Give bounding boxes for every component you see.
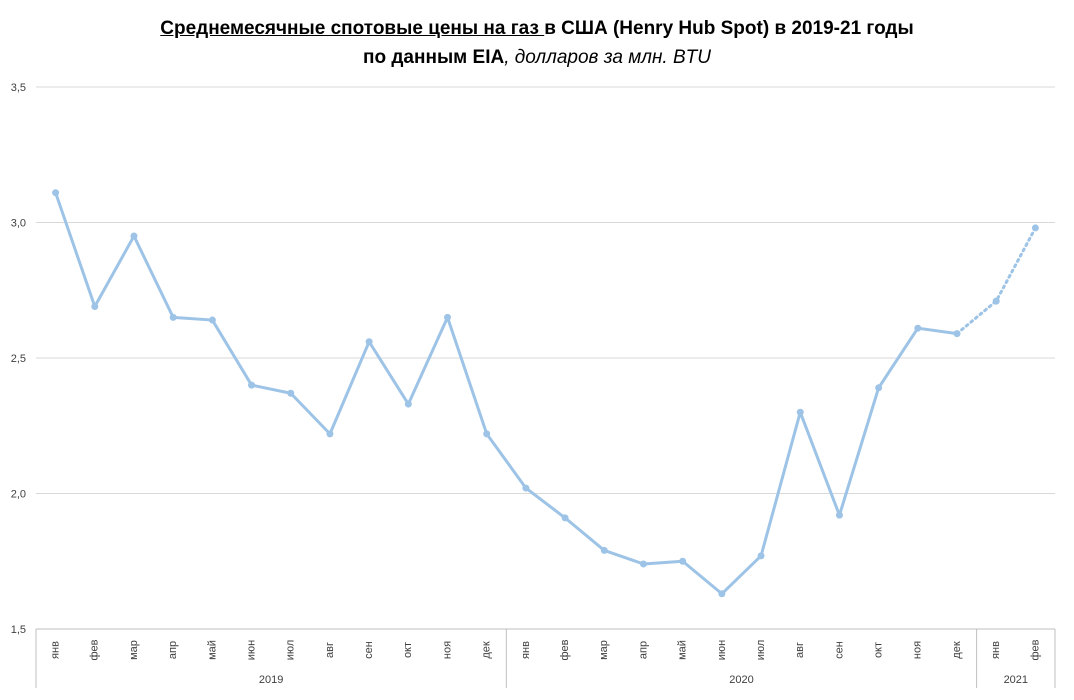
data-point: [365, 338, 373, 346]
x-group-label: 2021: [1004, 674, 1028, 686]
data-point: [52, 189, 60, 197]
x-tick-label: мар: [598, 640, 610, 660]
data-point: [835, 511, 843, 519]
data-point: [757, 552, 765, 560]
x-tick-label: авг: [324, 642, 336, 658]
x-tick-label: окт: [873, 642, 885, 658]
x-tick-label: дек: [951, 641, 963, 659]
x-tick-label: ноя: [441, 641, 453, 659]
x-tick-label: июн: [245, 640, 257, 660]
data-point: [953, 330, 961, 338]
data-point: [522, 484, 530, 492]
x-tick-label: дек: [481, 641, 493, 659]
y-tick-label: 3,5: [11, 82, 26, 94]
data-point: [600, 546, 608, 554]
x-tick-label: апр: [167, 641, 179, 659]
data-point: [1031, 224, 1039, 232]
data-point: [992, 297, 1000, 305]
data-point: [248, 381, 256, 389]
data-point: [639, 560, 647, 568]
data-point: [875, 384, 883, 392]
x-tick-label: фев: [89, 639, 101, 660]
data-point: [169, 313, 177, 321]
chart-title-line2: по данным EIA, долларов за млн. BTU: [0, 43, 1074, 72]
chart-title-units: , долларов за млн. BTU: [504, 47, 711, 68]
x-tick-label: янв: [520, 641, 532, 659]
x-tick-label: июл: [755, 640, 767, 661]
series-line: [54, 191, 959, 596]
data-point: [796, 408, 804, 416]
x-tick-label: апр: [637, 641, 649, 659]
y-tick-label: 2,5: [11, 353, 26, 365]
x-tick-label: май: [677, 640, 689, 660]
x-tick-label: мар: [128, 640, 140, 660]
chart-title-line1: Среднемесячные спотовые цены на газ в СШ…: [0, 14, 1074, 43]
data-point: [679, 557, 687, 565]
chart-title-rest: в США (Henry Hub Spot) в 2019-21 годы: [544, 18, 914, 39]
x-tick-label: ноя: [912, 641, 924, 659]
data-point: [208, 316, 216, 324]
chart-title: Среднемесячные спотовые цены на газ в СШ…: [0, 14, 1074, 72]
chart-title-underlined: Среднемесячные спотовые цены на газ: [160, 18, 545, 39]
x-tick-label: сен: [833, 641, 845, 659]
data-point: [718, 590, 726, 598]
x-tick-label: июл: [285, 640, 297, 661]
chart-title-source: по данным EIA: [363, 47, 505, 68]
x-tick-label: янв: [50, 641, 62, 659]
data-point: [561, 514, 569, 522]
x-group-label: 2019: [259, 674, 283, 686]
data-point: [287, 389, 295, 397]
x-tick-label: фев: [1029, 639, 1041, 660]
data-point: [444, 313, 452, 321]
y-tick-label: 2,0: [11, 489, 26, 501]
data-point: [326, 430, 334, 438]
data-point: [483, 430, 491, 438]
x-tick-label: фев: [559, 639, 571, 660]
data-point: [914, 324, 922, 332]
data-point: [404, 400, 412, 408]
x-tick-label: сен: [363, 641, 375, 659]
x-tick-label: окт: [402, 642, 414, 658]
x-tick-label: янв: [990, 641, 1002, 659]
y-tick-label: 3,0: [11, 218, 26, 230]
series-line-dotted: [955, 226, 1037, 336]
x-tick-label: июн: [716, 640, 728, 660]
x-tick-label: авг: [794, 642, 806, 658]
x-group-label: 2020: [729, 674, 753, 686]
data-point: [130, 232, 138, 240]
data-point: [91, 303, 99, 311]
y-tick-label: 1,5: [11, 624, 26, 636]
x-tick-label: май: [206, 640, 218, 660]
